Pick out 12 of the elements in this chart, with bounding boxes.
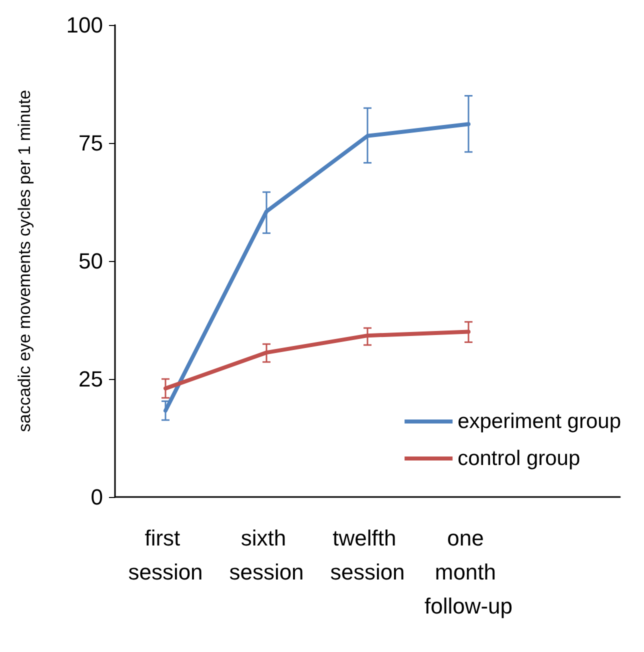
y-tick-label: 75 bbox=[78, 130, 103, 156]
x-tick-label: first session bbox=[128, 526, 203, 584]
y-axis-title: saccadic eye movements cycles per 1 minute bbox=[15, 90, 34, 432]
y-tick-label: 0 bbox=[90, 484, 103, 510]
y-tick-label: 100 bbox=[66, 12, 103, 38]
y-tick-label: 25 bbox=[78, 366, 103, 392]
x-tick-label: sixth session bbox=[229, 526, 304, 584]
x-tick-label: twelfth session bbox=[330, 526, 405, 584]
legend-label: experiment group bbox=[458, 410, 622, 433]
x-tick-label: one month follow-up bbox=[424, 526, 513, 618]
legend-label: control group bbox=[458, 447, 580, 470]
y-tick-label: 50 bbox=[78, 248, 103, 274]
